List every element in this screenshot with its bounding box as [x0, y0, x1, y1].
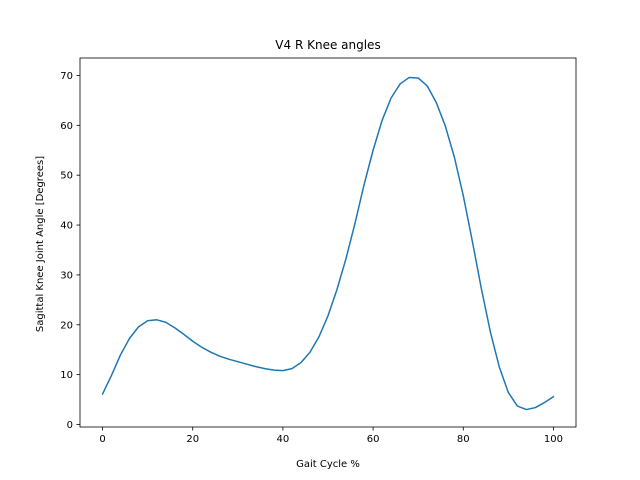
- axes: 0 20 40 60 80 100 0 10 20 30 40 50 60 70: [60, 57, 577, 445]
- series-line-0: [101, 76, 555, 411]
- x-tick-label: 20: [186, 434, 199, 445]
- plot-content: [101, 76, 555, 411]
- x-tick-label: 60: [367, 434, 380, 445]
- y-tick-label: 0: [67, 420, 73, 431]
- y-tick-label: 20: [60, 320, 73, 331]
- x-tick-label: 80: [457, 434, 470, 445]
- y-tick-label: 60: [60, 121, 73, 132]
- y-tick-label: 10: [60, 370, 73, 381]
- y-tick-label: 70: [60, 71, 73, 82]
- x-axis-label: Gait Cycle %: [296, 459, 360, 470]
- chart-title: V4 R Knee angles: [275, 38, 380, 52]
- y-tick-label: 30: [60, 270, 73, 281]
- y-tick-label: 50: [60, 171, 73, 182]
- x-tick-label: 100: [544, 434, 563, 445]
- x-tick-label: 0: [99, 434, 105, 445]
- x-tick-label: 40: [277, 434, 290, 445]
- y-axis-label: Sagittal Knee Joint Angle [Degrees]: [35, 156, 46, 332]
- plot-frame: [79, 57, 577, 428]
- y-tick-label: 40: [60, 221, 73, 232]
